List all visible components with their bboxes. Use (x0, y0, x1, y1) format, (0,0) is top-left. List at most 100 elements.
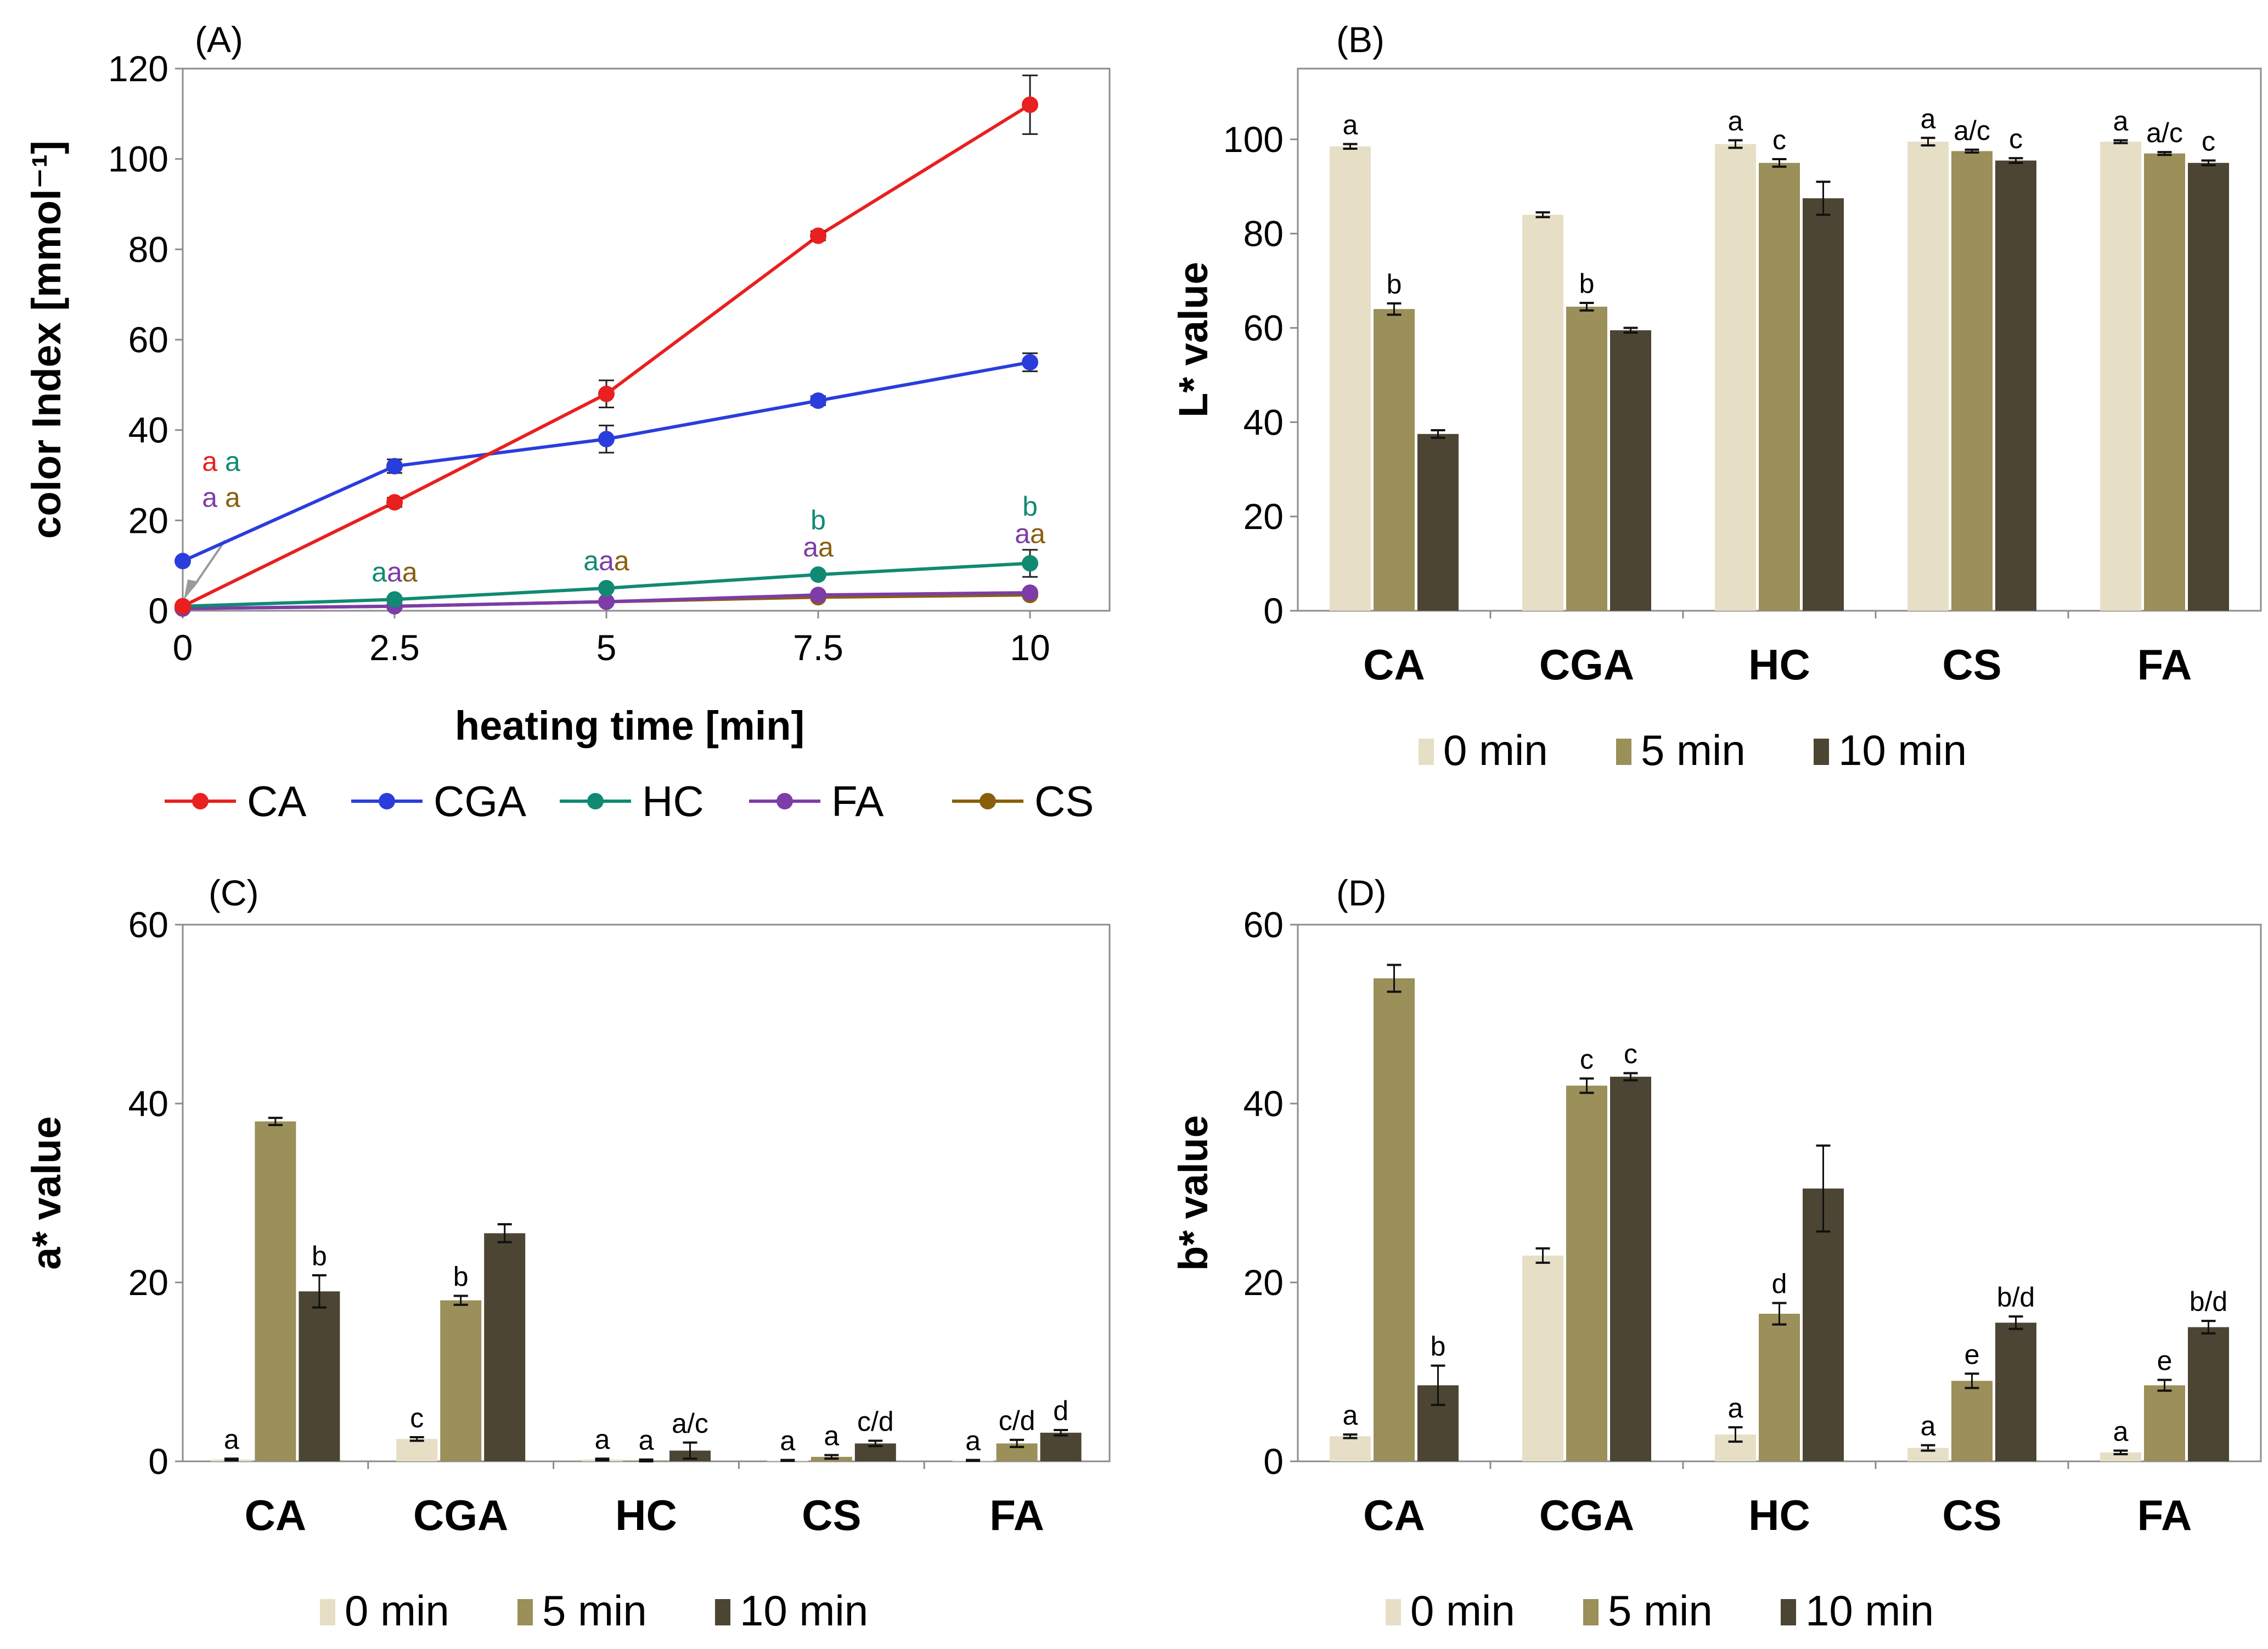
significance-letter: a (824, 1421, 839, 1451)
y-tick-label: 100 (1223, 119, 1284, 160)
significance-letter: a (818, 532, 834, 562)
category-label-hc: HC (1748, 640, 1810, 689)
bar-fa-0min (2100, 142, 2141, 611)
legend-swatch-marker (980, 793, 996, 809)
panel-label-a: (A) (195, 19, 243, 60)
significance-letter: e (2157, 1346, 2173, 1376)
significance-letter: a/c (672, 1408, 708, 1439)
data-point-fa (810, 587, 826, 604)
legend-swatch (1386, 1599, 1401, 1625)
significance-letter: a (965, 1426, 981, 1456)
plot-frame-a (182, 67, 1111, 612)
bar-ca-10min (1417, 434, 1459, 611)
data-point-cga (598, 431, 615, 448)
bar-ca-0min (1330, 1436, 1371, 1461)
significance-letter: a (1728, 106, 1743, 137)
bar-fa-10min (1040, 1432, 1082, 1461)
significance-letter: a (1921, 1411, 1936, 1442)
significance-letter: a (217, 446, 240, 477)
legend-label: 10 min (1838, 726, 1967, 774)
significance-letters: aa (803, 532, 834, 562)
legend-label: CS (1034, 777, 1094, 825)
y-tick-label: 60 (1243, 904, 1284, 945)
legend-label: 0 min (1443, 726, 1548, 774)
x-tick-label: 0 (173, 627, 193, 668)
legend-label: HC (642, 777, 704, 825)
bar-fa-5min (2144, 153, 2185, 611)
category-label-hc: HC (1748, 1491, 1810, 1539)
significance-letter: a (595, 1424, 610, 1455)
category-label-fa: FA (2137, 1491, 2192, 1539)
legend-label: FA (831, 777, 883, 825)
bar-fa-5min (2144, 1385, 2185, 1461)
data-point-hc (1022, 555, 1038, 572)
y-axis-title-c: a* value (24, 1116, 69, 1270)
significance-letter: c (2202, 126, 2215, 157)
significance-letter: a (614, 545, 629, 576)
significance-letter: b (1579, 268, 1595, 299)
significance-letter: a (1343, 1400, 1358, 1431)
significance-letter: b (312, 1241, 327, 1271)
legend-label: 10 min (740, 1586, 868, 1635)
data-point-cga (175, 553, 191, 570)
bar-cga-10min (1610, 330, 1651, 611)
category-label-cs: CS (1942, 640, 2001, 689)
significance-letter: a/c (1954, 115, 1990, 146)
y-tick-label: 100 (108, 139, 168, 179)
y-tick-label: 60 (1243, 308, 1284, 348)
y-tick-label: 40 (128, 1083, 168, 1124)
bar-cga-5min (440, 1300, 482, 1461)
significance-letters: aaa (372, 556, 418, 587)
bar-cga-0min (1522, 1256, 1563, 1461)
y-axis-title-d: b* value (1170, 1115, 1216, 1271)
y-tick-label: 40 (1243, 1083, 1284, 1124)
significance-letter: a (2113, 1416, 2129, 1447)
significance-letters: b (811, 505, 826, 536)
significance-letter: a (372, 556, 387, 587)
panel-label-b: (B) (1336, 19, 1385, 60)
legend-swatch (1814, 739, 1829, 765)
panel-d: 0 20 40 60 (D) b* value CA a b CGA c c HC a d CS a e b/d FA… (1170, 873, 2262, 1635)
bar-cga-0min (1522, 215, 1563, 611)
significance-letter: a (387, 556, 402, 587)
panel-label-c: (C) (209, 873, 259, 913)
y-tick-label: 120 (108, 48, 168, 89)
significance-letters: a a (202, 446, 240, 477)
significance-letters: a a (202, 482, 240, 513)
data-point-ca (175, 598, 191, 615)
data-point-hc (386, 591, 403, 608)
legend-label: 10 min (1805, 1586, 1934, 1635)
significance-letter: b/d (2190, 1286, 2228, 1317)
bar-cga-10min (1610, 1077, 1651, 1461)
bar-cga-5min (1566, 306, 1607, 611)
bar-cga-0min (396, 1439, 438, 1461)
significance-letters: aa (1015, 519, 1045, 549)
y-tick-label: 20 (128, 500, 168, 541)
y-tick-label: 0 (148, 590, 168, 631)
bar-cs-5min (1951, 151, 1993, 611)
significance-letter: b (1387, 269, 1402, 300)
legend-label: 0 min (345, 1586, 449, 1635)
category-label-ca: CA (1363, 1491, 1425, 1539)
significance-letter: a (224, 1424, 239, 1455)
data-point-hc (598, 579, 615, 596)
legend-swatch (1616, 739, 1631, 765)
y-axis-title-b: L* value (1170, 262, 1216, 418)
bar-cga-5min (1566, 1085, 1607, 1461)
annotation-arrow (192, 539, 226, 588)
bar-ca-10min (299, 1291, 340, 1461)
legend-swatch (715, 1599, 730, 1625)
significance-letter: c (1772, 125, 1786, 155)
x-axis-title-a: heating time [min] (455, 703, 804, 748)
significance-letter: a (780, 1426, 795, 1456)
category-label-ca: CA (245, 1491, 307, 1539)
bar-fa-10min (2188, 1327, 2229, 1461)
category-label-cga: CGA (413, 1491, 508, 1539)
bar-cs-5min (1951, 1381, 1993, 1461)
y-tick-label: 60 (128, 319, 168, 360)
significance-letter: c/d (999, 1405, 1035, 1436)
significance-letter: a (402, 556, 418, 587)
data-point-cga (1022, 354, 1038, 371)
